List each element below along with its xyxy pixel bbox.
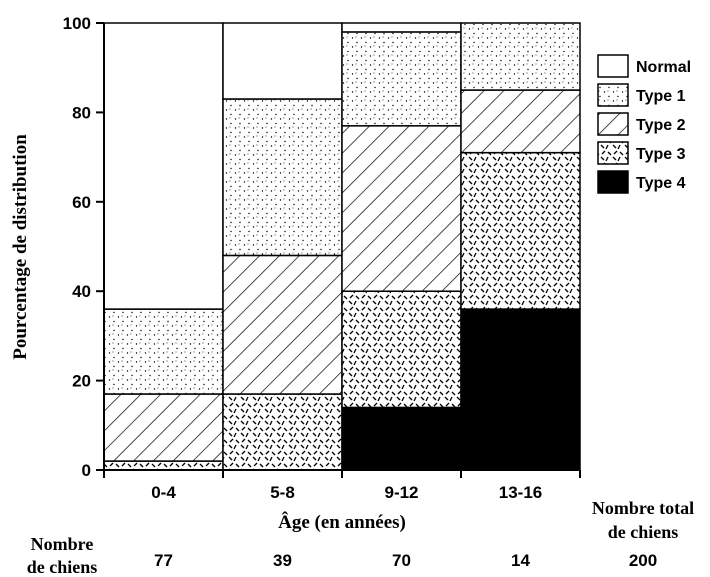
bar-segment-normal-0-4 — [103, 22, 224, 310]
x-ticks: 0-4 5-8 9-12 13-16 — [103, 470, 581, 502]
total-label-line1: Nombre total — [592, 498, 694, 518]
y-tick-label: 80 — [72, 103, 91, 122]
x-tick-label: 13-16 — [499, 483, 542, 502]
y-tick-label: 60 — [72, 193, 91, 212]
x-tick-label: 5-8 — [270, 483, 295, 502]
total-count-value: 200 — [629, 551, 657, 570]
legend-swatch-type-3 — [597, 141, 629, 165]
bar-segment-type-1-5-8 — [222, 98, 343, 257]
y-tick-label: 0 — [82, 461, 91, 480]
bars-layer — [103, 22, 581, 471]
x-tick-label: 0-4 — [151, 483, 176, 502]
bar-segment-type-2-0-4 — [103, 393, 224, 462]
bar-segment-type-2-9-12 — [341, 125, 462, 292]
bar-segment-type-3-5-8 — [222, 393, 343, 471]
bar-segment-type-2-5-8 — [222, 254, 343, 395]
y-tick-label: 100 — [63, 14, 91, 33]
total-label-line2: de chiens — [608, 522, 679, 542]
legend-label: Type 4 — [636, 175, 686, 192]
count-value: 14 — [511, 551, 530, 570]
count-value: 77 — [154, 551, 173, 570]
legend-swatch-type-1 — [597, 83, 629, 107]
legend-swatch-normal — [597, 54, 629, 78]
count-value: 70 — [392, 551, 411, 570]
bar-segment-type-1-13-16 — [460, 22, 581, 91]
y-axis-title: Pourcentage de distribution — [10, 134, 31, 360]
bar-segment-type-1-0-4 — [103, 308, 224, 395]
bar-segment-type-2-13-16 — [460, 89, 581, 154]
bar-segment-type-4-13-16 — [460, 308, 581, 471]
legend-label: Type 1 — [636, 88, 686, 105]
counts-row-label-line1: Nombre — [31, 534, 94, 554]
legend-label: Type 2 — [636, 117, 686, 134]
x-tick-label: 9-12 — [384, 483, 418, 502]
counts-row-label-line2: de chiens — [27, 557, 98, 577]
bar-segment-normal-5-8 — [222, 22, 343, 100]
bar-segment-type-3-9-12 — [341, 290, 462, 409]
bar-segment-type-3-13-16 — [460, 151, 581, 310]
count-value: 39 — [273, 551, 292, 570]
legend-swatch-type-4 — [597, 170, 629, 194]
bar-segment-type-1-9-12 — [341, 31, 462, 127]
bar-segment-type-3-0-4 — [103, 460, 224, 471]
dog-counts-row: Nombre de chiens Nombre total de chiens … — [27, 498, 694, 577]
count-values: 77 39 70 14 — [154, 551, 530, 570]
y-ticks: 0 20 40 60 80 100 — [63, 14, 104, 480]
y-tick-label: 40 — [72, 282, 91, 301]
x-axis-title: Âge (en années) — [278, 511, 406, 533]
y-tick-label: 20 — [72, 372, 91, 391]
legend-label: Normal — [636, 59, 691, 76]
legend-label: Type 3 — [636, 146, 686, 163]
legend: Normal Type 1 Type 2 Type 3 Type 4 — [597, 54, 691, 194]
bar-segment-normal-9-12 — [341, 22, 462, 33]
bar-segment-type-4-9-12 — [341, 406, 462, 471]
legend-swatch-type-2 — [597, 112, 629, 136]
